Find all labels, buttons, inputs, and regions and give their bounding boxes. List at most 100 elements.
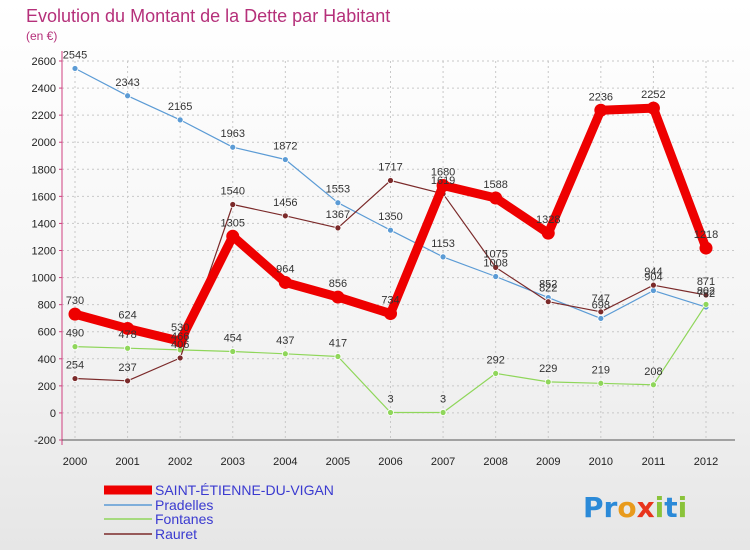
- y-tick-label: 2000: [32, 137, 56, 149]
- data-label: 437: [276, 335, 294, 347]
- y-tick-label: 1000: [32, 273, 56, 285]
- data-label: 490: [66, 328, 84, 340]
- x-tick-label: 2001: [115, 456, 139, 468]
- data-label: 1153: [431, 238, 455, 250]
- logo-letter: x: [637, 491, 655, 524]
- chart-subtitle: (en €): [26, 29, 57, 43]
- data-label: 624: [118, 309, 136, 321]
- data-point: [229, 143, 237, 151]
- data-point: [71, 65, 79, 72]
- data-point: [436, 179, 450, 193]
- series-lines: [68, 65, 713, 416]
- y-tick-label: 1800: [32, 164, 56, 176]
- data-label: 782: [697, 288, 715, 300]
- data-label: 1963: [221, 128, 245, 140]
- data-point: [124, 377, 131, 385]
- data-label: 2545: [63, 49, 87, 61]
- legend-label: Fontanes: [155, 511, 213, 527]
- data-point: [331, 290, 345, 304]
- data-label: 747: [592, 293, 610, 305]
- data-point: [492, 273, 500, 280]
- data-point: [702, 300, 710, 308]
- data-point: [489, 191, 503, 205]
- x-tick-label: 2011: [642, 456, 666, 468]
- data-point: [650, 281, 657, 289]
- data-point: [176, 116, 184, 124]
- data-label: 852: [539, 279, 557, 291]
- y-tick-label: 800: [38, 300, 56, 312]
- legend-label: Pradelles: [155, 497, 213, 513]
- x-tick-label: 2005: [326, 456, 350, 468]
- y-tick-label: 2600: [32, 56, 56, 68]
- data-point: [278, 275, 292, 289]
- data-point: [281, 156, 289, 163]
- data-label: 1553: [326, 184, 350, 196]
- data-point: [544, 378, 552, 386]
- data-point: [384, 307, 397, 321]
- data-point: [597, 379, 605, 387]
- data-point: [544, 298, 552, 306]
- y-tick-label: 200: [38, 381, 56, 393]
- data-label: 730: [66, 295, 84, 307]
- y-tick-label: 1600: [32, 191, 56, 203]
- axes: -200 0 200 400 600 800 1000 1200 1400 1600 1800 200…: [32, 51, 735, 468]
- data-point: [121, 321, 135, 335]
- data-point: [387, 226, 394, 234]
- data-label: 2343: [115, 77, 139, 89]
- y-tick-label: 2400: [32, 83, 56, 95]
- logo-letter: t: [664, 491, 677, 524]
- data-label: 1305: [221, 217, 245, 229]
- data-point: [229, 348, 237, 355]
- data-point: [281, 350, 289, 358]
- data-label: 822: [539, 283, 557, 295]
- data-point: [176, 354, 184, 362]
- data-label: 904: [644, 272, 662, 284]
- data-label: 237: [118, 362, 136, 374]
- x-tick-label: 2004: [273, 456, 297, 468]
- data-point: [597, 315, 605, 322]
- data-point: [492, 264, 500, 271]
- data-point: [702, 291, 710, 299]
- data-label: 2165: [168, 101, 192, 113]
- data-label: 1717: [378, 162, 402, 174]
- data-point: [439, 409, 447, 416]
- data-label: 1350: [378, 211, 402, 223]
- y-tick-label: 400: [38, 354, 56, 366]
- logo-letter: o: [617, 491, 636, 524]
- x-tick-label: 2012: [694, 456, 718, 468]
- data-point: [492, 370, 500, 377]
- data-point: [334, 199, 342, 207]
- logo-letter: i: [678, 491, 688, 524]
- x-tick-label: 2007: [431, 456, 455, 468]
- y-tick-label: 1400: [32, 218, 56, 230]
- chart-title: Evolution du Montant de la Dette par Hab…: [26, 6, 390, 26]
- y-tick-label: 1200: [32, 246, 56, 258]
- grid: [62, 60, 735, 441]
- data-label: 964: [276, 263, 294, 275]
- data-label: 2236: [589, 91, 613, 103]
- y-tick-label: 0: [50, 408, 56, 420]
- data-label: 1075: [483, 248, 507, 260]
- logo-letter: P: [583, 491, 604, 524]
- data-label: 1367: [326, 209, 350, 221]
- data-label: 1588: [483, 179, 507, 191]
- data-label: 454: [224, 332, 242, 344]
- data-label: 1008: [483, 257, 507, 269]
- data-label: 1872: [273, 141, 297, 153]
- data-label: 1540: [221, 185, 245, 197]
- x-tick-label: 2008: [483, 456, 507, 468]
- data-point: [124, 92, 131, 100]
- data-labels: 2545 2343 2165 1963 1872 1553 1350 1153 1008 852 6…: [63, 49, 718, 405]
- data-label: 734: [381, 295, 399, 307]
- x-tick-label: 2000: [63, 456, 87, 468]
- data-label: 1218: [694, 229, 718, 241]
- x-tick-label: 2006: [378, 456, 402, 468]
- data-point: [334, 353, 342, 360]
- data-label: 292: [486, 354, 504, 366]
- legend-label: SAINT-ÉTIENNE-DU-VIGAN: [155, 482, 334, 498]
- data-point: [281, 212, 289, 220]
- x-tick-label: 2010: [589, 456, 613, 468]
- data-point: [594, 103, 608, 117]
